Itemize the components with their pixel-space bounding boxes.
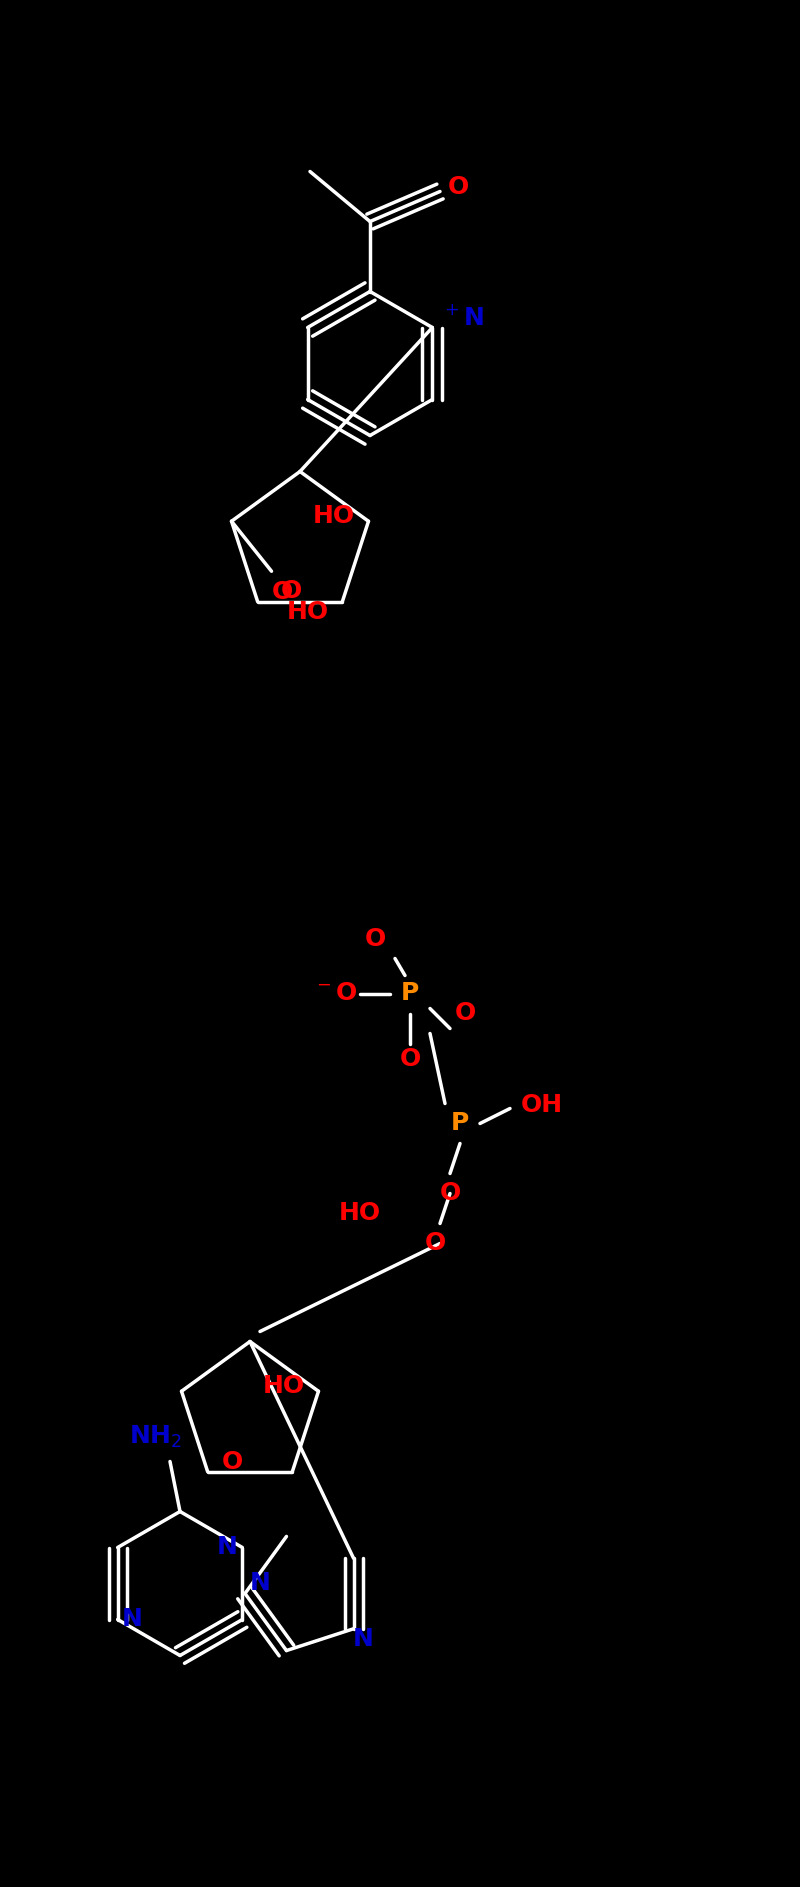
Text: P: P [451,1111,469,1136]
Text: N: N [217,1536,238,1559]
Text: N: N [122,1608,143,1632]
Text: O: O [399,1047,421,1070]
Text: NH$_2$: NH$_2$ [129,1423,182,1449]
Text: O: O [364,927,386,951]
Text: $^+$N: $^+$N [441,306,484,330]
Text: O: O [272,579,294,604]
Text: O: O [439,1181,461,1206]
Text: HO: HO [339,1202,381,1225]
Text: N: N [353,1627,374,1651]
Text: P: P [401,981,419,1006]
Text: O: O [281,579,302,604]
Text: O: O [447,174,469,198]
Text: $^-$O: $^-$O [313,981,358,1006]
Text: O: O [424,1232,446,1255]
Text: O: O [454,1002,476,1025]
Text: OH: OH [521,1093,563,1117]
Text: HO: HO [313,504,354,528]
Text: N: N [250,1572,270,1596]
Text: O: O [222,1449,243,1474]
Text: HO: HO [262,1374,305,1398]
Text: HO: HO [286,600,328,625]
